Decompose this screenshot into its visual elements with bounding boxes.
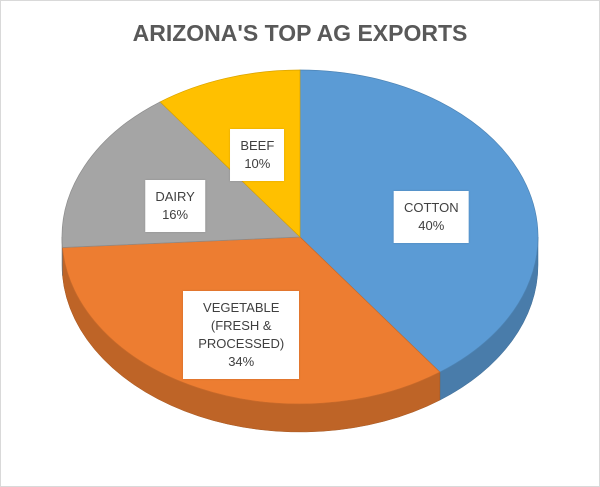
slice xyxy=(61,101,301,248)
slice-value: 40% xyxy=(418,218,445,234)
chart-title: ARIZONA'S TOP AG EXPORTS xyxy=(133,20,468,46)
slice-category: DAIRY xyxy=(155,188,195,204)
data-label: BEEF 10% xyxy=(230,128,285,181)
slice-category: BEEF xyxy=(240,137,275,153)
data-label: DAIRY 16% xyxy=(145,179,205,232)
slice-category: COTTON xyxy=(403,200,459,216)
slice-category: VEGETABLE (FRESH & PROCESSED) xyxy=(198,299,285,351)
slice xyxy=(159,69,301,238)
slice-value: 34% xyxy=(228,353,255,369)
slice-value: 10% xyxy=(244,155,271,171)
data-label: COTTON 40% xyxy=(393,191,469,244)
data-label: VEGETABLE (FRESH & PROCESSED) 34% xyxy=(183,290,300,379)
slice-value: 16% xyxy=(162,206,189,222)
